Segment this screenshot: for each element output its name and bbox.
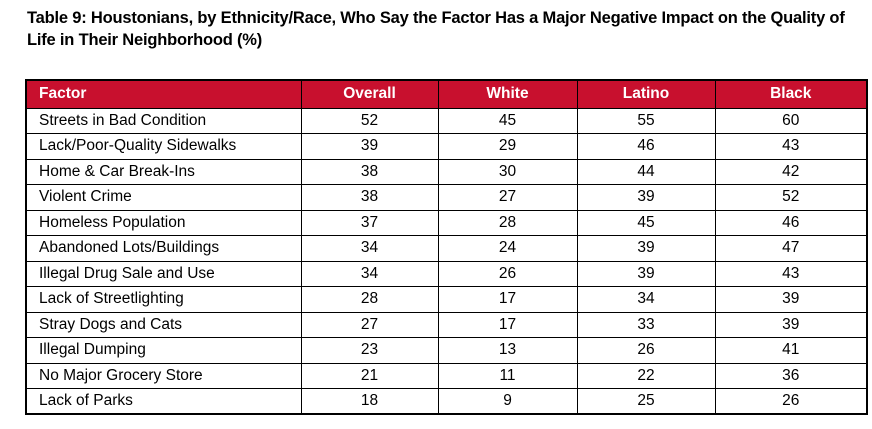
table-row: No Major Grocery Store 21 11 22 36 [25,362,868,389]
ethnicity-impact-table: Factor Overall White Latino Black Street… [25,79,868,415]
factor-cell: Illegal Dumping [25,337,302,364]
factor-cell: Lack of Parks [25,388,302,415]
value-cell-latino: 25 [576,388,716,415]
value-cell-black: 43 [714,260,868,287]
value-cell-white: 26 [437,260,578,287]
column-header-latino: Latino [576,79,716,109]
factor-cell: Illegal Drug Sale and Use [25,260,302,287]
table-title: Table 9: Houstonians, by Ethnicity/Race,… [27,9,845,49]
factor-cell: Lack/Poor-Quality Sidewalks [25,133,302,160]
value-cell-white: 24 [437,235,578,262]
value-cell-latino: 39 [576,260,716,287]
value-cell-white: 17 [437,286,578,313]
value-cell-overall: 52 [300,107,439,134]
table-row: Abandoned Lots/Buildings 34 24 39 47 [25,235,868,262]
value-cell-white: 29 [437,133,578,160]
value-cell-latino: 46 [576,133,716,160]
value-cell-black: 26 [714,388,868,415]
value-cell-overall: 27 [300,311,439,338]
factor-cell: No Major Grocery Store [25,362,302,389]
table-row: Illegal Drug Sale and Use 34 26 39 43 [25,260,868,287]
value-cell-white: 11 [437,362,578,389]
table-row: Lack/Poor-Quality Sidewalks 39 29 46 43 [25,133,868,160]
factor-cell: Violent Crime [25,184,302,211]
value-cell-overall: 21 [300,362,439,389]
value-cell-latino: 33 [576,311,716,338]
table-header: Factor Overall White Latino Black [25,79,868,109]
value-cell-latino: 39 [576,235,716,262]
factor-cell: Homeless Population [25,209,302,236]
column-header-overall: Overall [300,79,439,109]
table-row: Illegal Dumping 23 13 26 41 [25,337,868,364]
column-header-white: White [437,79,578,109]
value-cell-white: 17 [437,311,578,338]
value-cell-latino: 39 [576,184,716,211]
factor-cell: Home & Car Break-Ins [25,158,302,185]
value-cell-latino: 26 [576,337,716,364]
table-row: Lack of Parks 18 9 25 26 [25,388,868,415]
value-cell-overall: 28 [300,286,439,313]
value-cell-overall: 34 [300,235,439,262]
value-cell-white: 27 [437,184,578,211]
value-cell-black: 52 [714,184,868,211]
table-body: Streets in Bad Condition 52 45 55 60 Lac… [25,107,868,415]
column-header-factor: Factor [25,79,302,109]
value-cell-black: 42 [714,158,868,185]
table-row: Home & Car Break-Ins 38 30 44 42 [25,158,868,185]
value-cell-black: 60 [714,107,868,134]
table-row: Lack of Streetlighting 28 17 34 39 [25,286,868,313]
value-cell-latino: 45 [576,209,716,236]
value-cell-white: 13 [437,337,578,364]
factor-cell: Streets in Bad Condition [25,107,302,134]
table-row: Stray Dogs and Cats 27 17 33 39 [25,311,868,338]
value-cell-latino: 44 [576,158,716,185]
value-cell-overall: 39 [300,133,439,160]
table-row: Homeless Population 37 28 45 46 [25,209,868,236]
value-cell-white: 28 [437,209,578,236]
factor-cell: Stray Dogs and Cats [25,311,302,338]
factor-cell: Lack of Streetlighting [25,286,302,313]
value-cell-latino: 22 [576,362,716,389]
value-cell-black: 36 [714,362,868,389]
value-cell-overall: 38 [300,158,439,185]
factor-cell: Abandoned Lots/Buildings [25,235,302,262]
value-cell-overall: 38 [300,184,439,211]
table-row: Violent Crime 38 27 39 52 [25,184,868,211]
value-cell-black: 47 [714,235,868,262]
value-cell-latino: 34 [576,286,716,313]
value-cell-white: 30 [437,158,578,185]
header-row: Factor Overall White Latino Black [25,79,868,109]
value-cell-black: 39 [714,286,868,313]
value-cell-overall: 34 [300,260,439,287]
value-cell-latino: 55 [576,107,716,134]
column-header-black: Black [714,79,868,109]
value-cell-overall: 37 [300,209,439,236]
value-cell-white: 45 [437,107,578,134]
value-cell-overall: 23 [300,337,439,364]
value-cell-black: 39 [714,311,868,338]
value-cell-black: 43 [714,133,868,160]
value-cell-overall: 18 [300,388,439,415]
table-row: Streets in Bad Condition 52 45 55 60 [25,107,868,134]
value-cell-black: 41 [714,337,868,364]
value-cell-black: 46 [714,209,868,236]
value-cell-white: 9 [437,388,578,415]
